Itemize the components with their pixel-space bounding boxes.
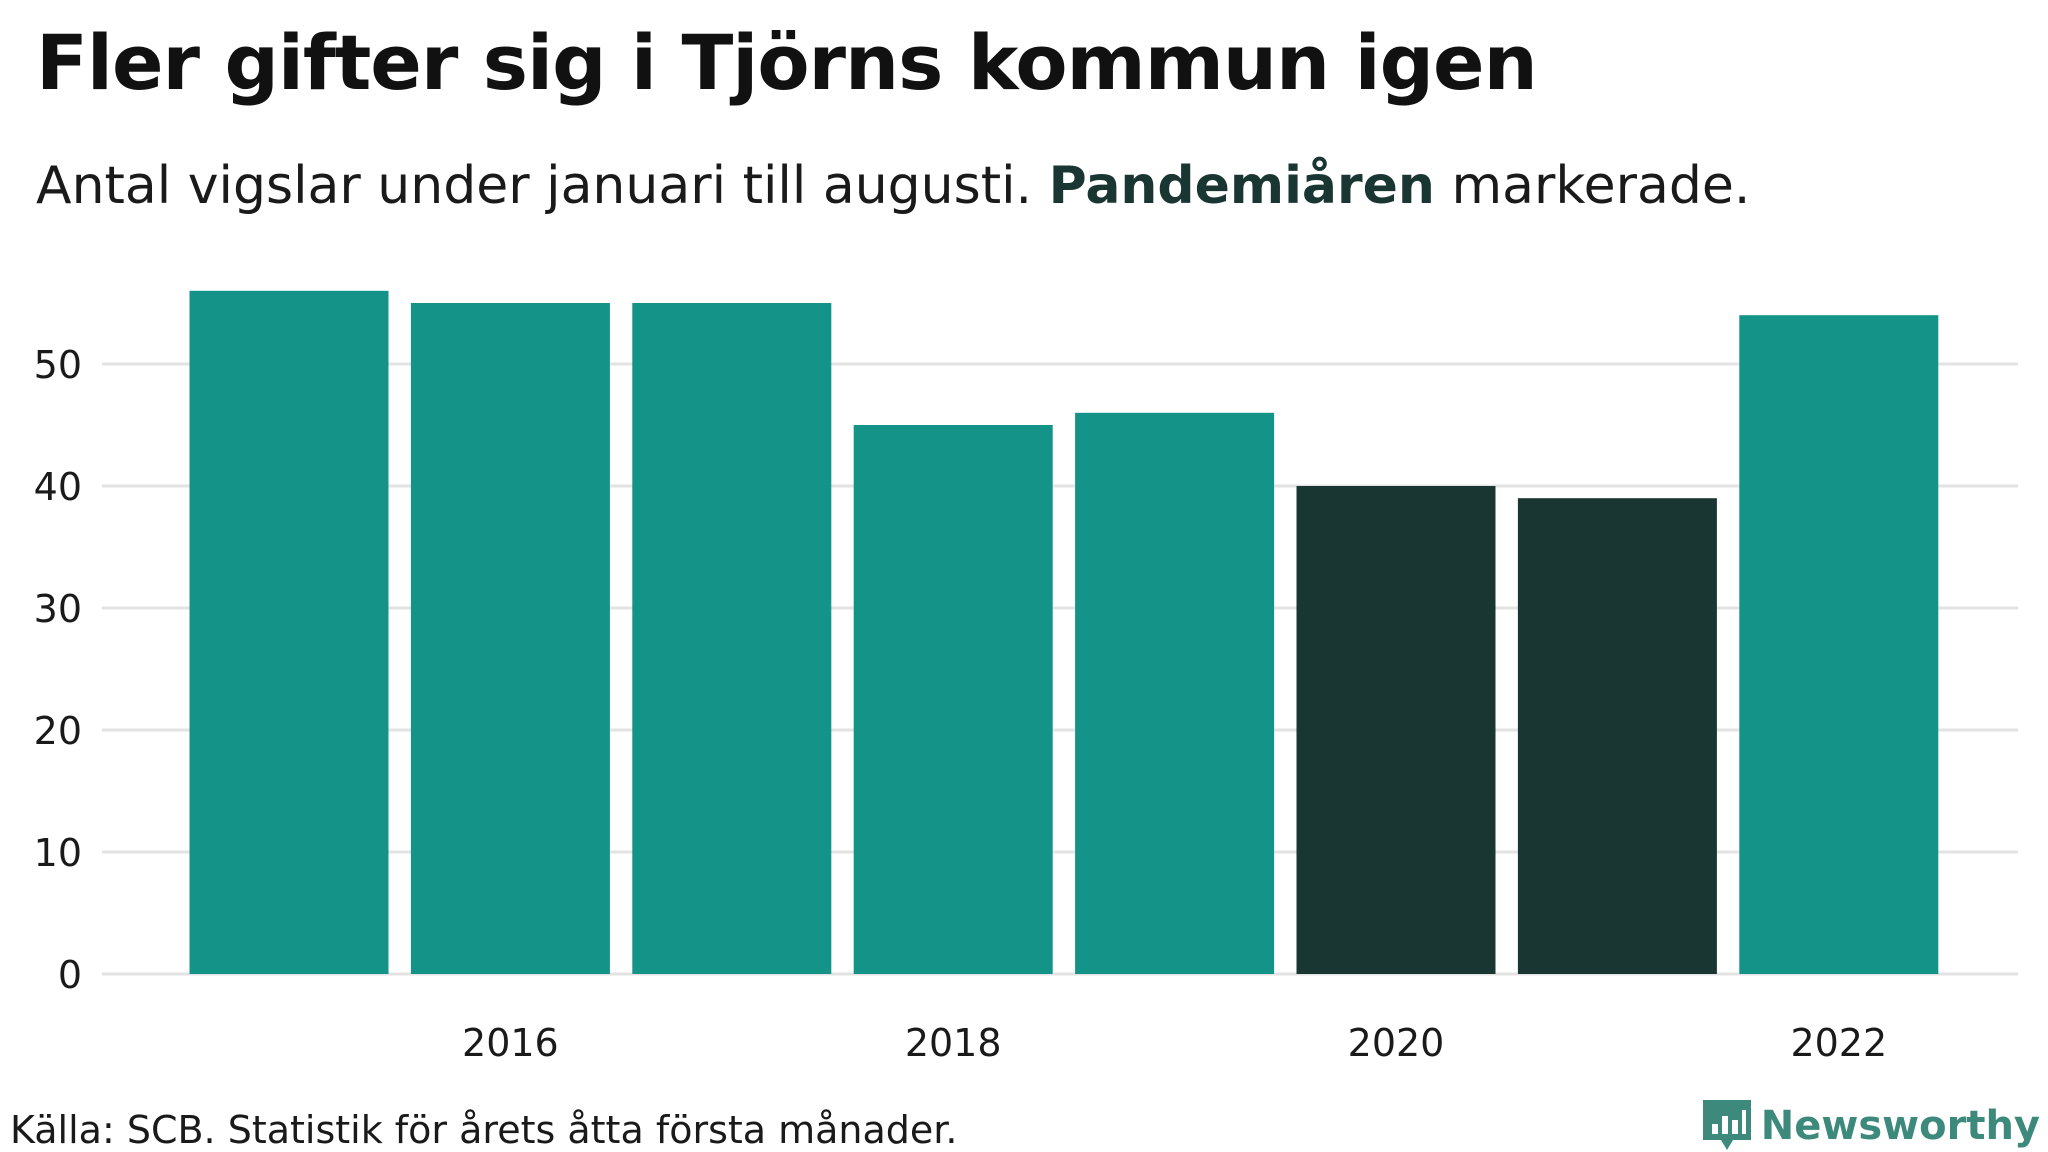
newsworthy-logo: Newsworthy [1702, 1100, 2040, 1152]
bar-2022 [1739, 315, 1939, 974]
y-axis-ticks: 0 10 20 30 40 50 [34, 343, 82, 997]
chart-subtitle: Antal vigslar under januari till augusti… [36, 156, 1750, 216]
y-tick-label: 40 [34, 465, 82, 509]
x-tick-label: 2020 [1348, 1021, 1445, 1065]
bar-2015 [189, 290, 389, 974]
x-tick-label: 2018 [905, 1021, 1002, 1065]
y-tick-label: 10 [34, 831, 82, 875]
y-tick-label: 50 [34, 343, 82, 387]
subtitle-text: Antal vigslar under januari till augusti… [36, 156, 1049, 216]
source-note: Källa: SCB. Statistik för årets åtta för… [10, 1108, 958, 1152]
bar-2016 [410, 303, 610, 974]
bar-2020 [1296, 486, 1496, 974]
bar-2021 [1517, 498, 1717, 974]
bar-2018 [853, 425, 1053, 974]
bar-chart: 0 10 20 30 40 50 2016 2018 2020 2022 [34, 290, 2018, 1065]
grid-lines [102, 362, 2018, 976]
bar-2017 [632, 303, 832, 974]
y-tick-label: 20 [34, 709, 82, 753]
logo-text: Newsworthy [1760, 1103, 2040, 1149]
y-tick-label: 30 [34, 587, 82, 631]
chart-title: Fler gifter sig i Tjörns kommun igen [36, 18, 1538, 107]
x-axis-ticks: 2016 2018 2020 2022 [462, 1021, 1887, 1065]
x-tick-label: 2016 [462, 1021, 559, 1065]
y-tick-label: 0 [58, 953, 82, 997]
bars [189, 290, 1939, 974]
bar-2019 [1075, 412, 1275, 974]
subtitle-highlight: Pandemiåren [1048, 156, 1435, 216]
logo-bars-icon [1702, 1100, 1751, 1150]
x-tick-label: 2022 [1790, 1021, 1887, 1065]
subtitle-text-end: markerade. [1434, 156, 1751, 216]
